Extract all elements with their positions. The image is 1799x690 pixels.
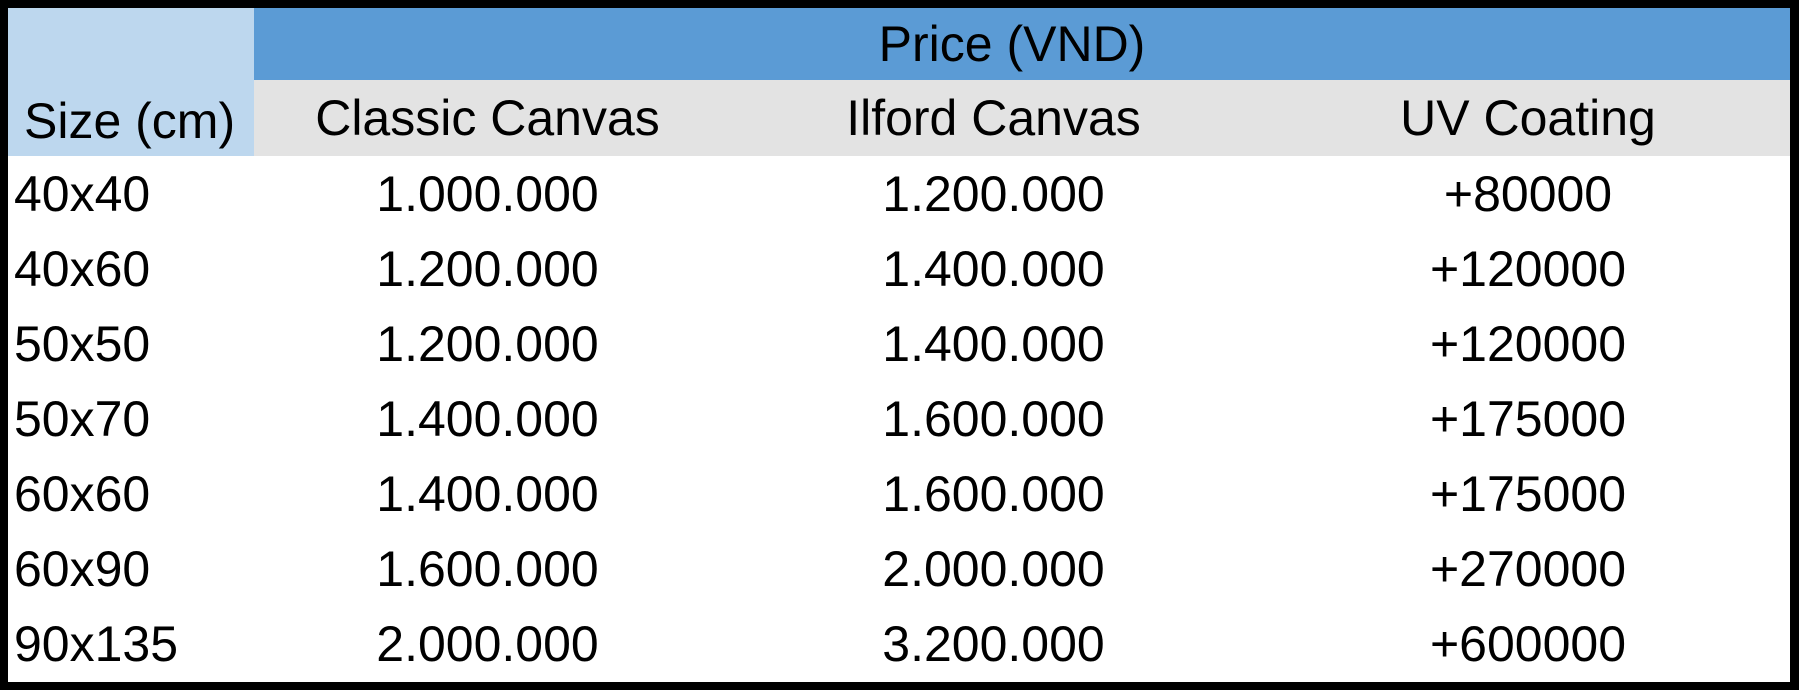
table-row: 90x135 2.000.000 3.200.000 +600000 — [8, 606, 1790, 681]
price-group-header-label: Price (VND) — [878, 16, 1146, 72]
table-row: 40x40 1.000.000 1.200.000 +80000 — [8, 156, 1790, 231]
ilford-canvas-price-cell: 3.200.000 — [882, 615, 1105, 672]
table-row: 40x60 1.200.000 1.400.000 +120000 — [8, 231, 1790, 306]
price-table: Size (cm) Price (VND) Classic Canvas Ilf… — [8, 8, 1791, 681]
classic-canvas-column-header: Classic Canvas — [254, 80, 721, 156]
uv-coating-price-cell: +175000 — [1429, 465, 1627, 522]
classic-canvas-price-cell: 1.200.000 — [376, 240, 599, 297]
classic-canvas-price-cell: 1.400.000 — [376, 465, 599, 522]
uv-coating-price-cell: +175000 — [1429, 390, 1627, 447]
price-group-header: Price (VND) — [254, 8, 1791, 80]
ilford-canvas-price-cell: 1.600.000 — [882, 390, 1105, 447]
size-cell: 60x60 — [14, 465, 151, 522]
ilford-canvas-price-cell: 1.400.000 — [882, 315, 1105, 372]
ilford-canvas-price-cell: 2.000.000 — [882, 540, 1105, 597]
uv-coating-price-cell: +120000 — [1429, 315, 1627, 372]
table-body: 40x40 1.000.000 1.200.000 +80000 40x60 1… — [8, 156, 1790, 681]
table-row: 50x70 1.400.000 1.600.000 +175000 — [8, 381, 1790, 456]
table-row: 60x60 1.400.000 1.600.000 +175000 — [8, 456, 1790, 531]
ilford-canvas-price-cell: 1.200.000 — [882, 165, 1105, 222]
size-cell: 60x90 — [14, 540, 151, 597]
size-cell: 90x135 — [14, 615, 179, 672]
ilford-canvas-price-cell: 1.600.000 — [882, 465, 1105, 522]
header-row-group: Size (cm) Price (VND) — [8, 8, 1791, 156]
header-row-columns: Classic Canvas Ilford Canvas UV Coating — [8, 80, 1791, 156]
table-row: 50x50 1.200.000 1.400.000 +120000 — [8, 306, 1790, 381]
classic-canvas-price-cell: 2.000.000 — [376, 615, 599, 672]
uv-coating-price-cell: +600000 — [1429, 615, 1627, 672]
classic-canvas-price-cell: 1.600.000 — [376, 540, 599, 597]
size-cell: 50x70 — [14, 390, 151, 447]
size-cell: 50x50 — [14, 315, 151, 372]
uv-coating-price-cell: +80000 — [1443, 165, 1613, 222]
size-column-header: Size (cm) — [8, 8, 254, 156]
classic-canvas-price-cell: 1.400.000 — [376, 390, 599, 447]
ilford-canvas-column-header: Ilford Canvas — [721, 80, 1266, 156]
size-cell: 40x60 — [14, 240, 151, 297]
table-row: 60x90 1.600.000 2.000.000 +270000 — [8, 531, 1790, 606]
uv-coating-column-header: UV Coating — [1266, 80, 1791, 156]
size-cell: 40x40 — [14, 165, 151, 222]
table-header: Size (cm) Price (VND) Classic Canvas Ilf… — [8, 8, 1791, 156]
classic-canvas-price-cell: 1.000.000 — [376, 165, 599, 222]
classic-canvas-price-cell: 1.200.000 — [376, 315, 599, 372]
uv-coating-price-cell: +120000 — [1429, 240, 1627, 297]
price-table-frame: Size (cm) Price (VND) Classic Canvas Ilf… — [8, 8, 1791, 682]
uv-coating-price-cell: +270000 — [1429, 540, 1627, 597]
ilford-canvas-price-cell: 1.400.000 — [882, 240, 1105, 297]
